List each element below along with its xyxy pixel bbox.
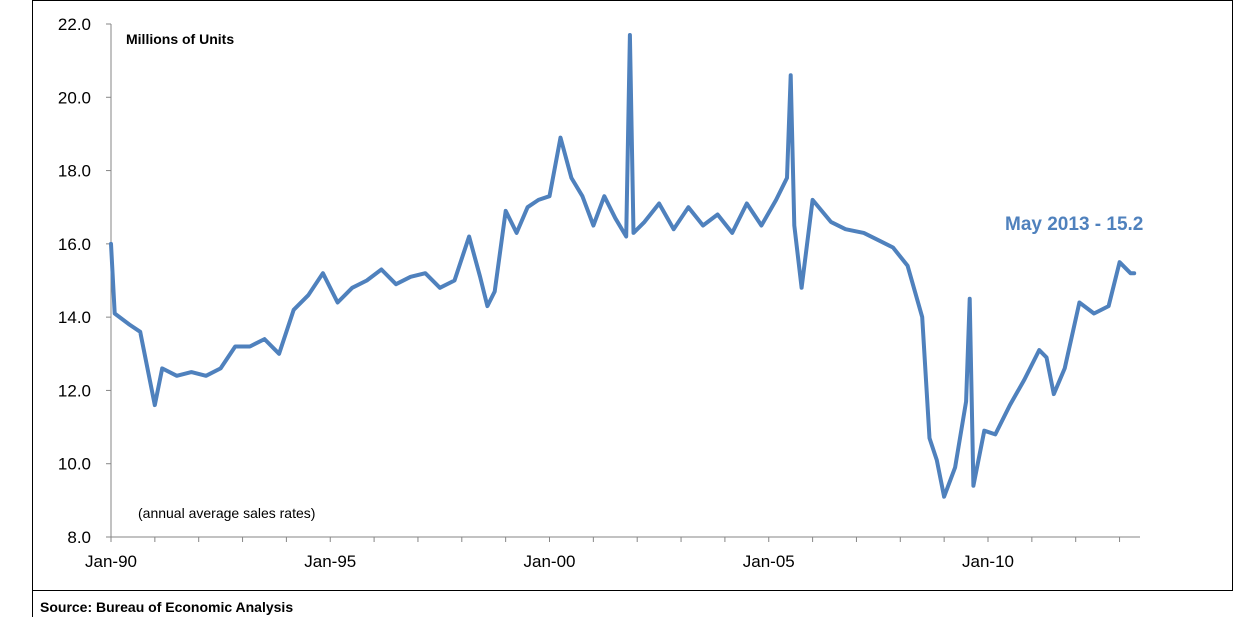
y-axis-title: Millions of Units	[126, 31, 234, 47]
y-tick-label: 14.0	[58, 308, 91, 327]
y-tick-label: 22.0	[58, 15, 91, 34]
y-tick-label: 10.0	[58, 455, 91, 474]
annotation-note: (annual average sales rates)	[138, 505, 315, 521]
x-tick-label: Jan-10	[962, 552, 1014, 571]
x-tick-label: Jan-05	[743, 552, 795, 571]
y-tick-label: 8.0	[67, 528, 91, 547]
y-tick-label: 16.0	[58, 235, 91, 254]
series-line	[109, 33, 1137, 499]
axes	[106, 23, 1140, 542]
x-tick-label: Jan-95	[304, 552, 356, 571]
frame-right-border	[1232, 0, 1233, 590]
y-tick-label: 20.0	[58, 88, 91, 107]
frame-left-border	[32, 0, 33, 617]
callout-label: May 2013 - 15.2	[1005, 214, 1143, 235]
y-tick-label: 18.0	[58, 162, 91, 181]
y-tick-labels: 8.0 10.0 12.0 14.0 16.0 18.0 20.0 22.0	[58, 15, 91, 547]
x-tick-label: Jan-00	[524, 552, 576, 571]
frame-top-border	[32, 0, 1233, 1]
y-tick-label: 12.0	[58, 381, 91, 400]
frame-bottom-border	[32, 590, 1233, 591]
source-label: Source: Bureau of Economic Analysis	[40, 599, 293, 615]
x-tick-label: Jan-90	[85, 552, 137, 571]
x-tick-labels: Jan-90 Jan-95 Jan-00 Jan-05 Jan-10	[85, 552, 1014, 571]
